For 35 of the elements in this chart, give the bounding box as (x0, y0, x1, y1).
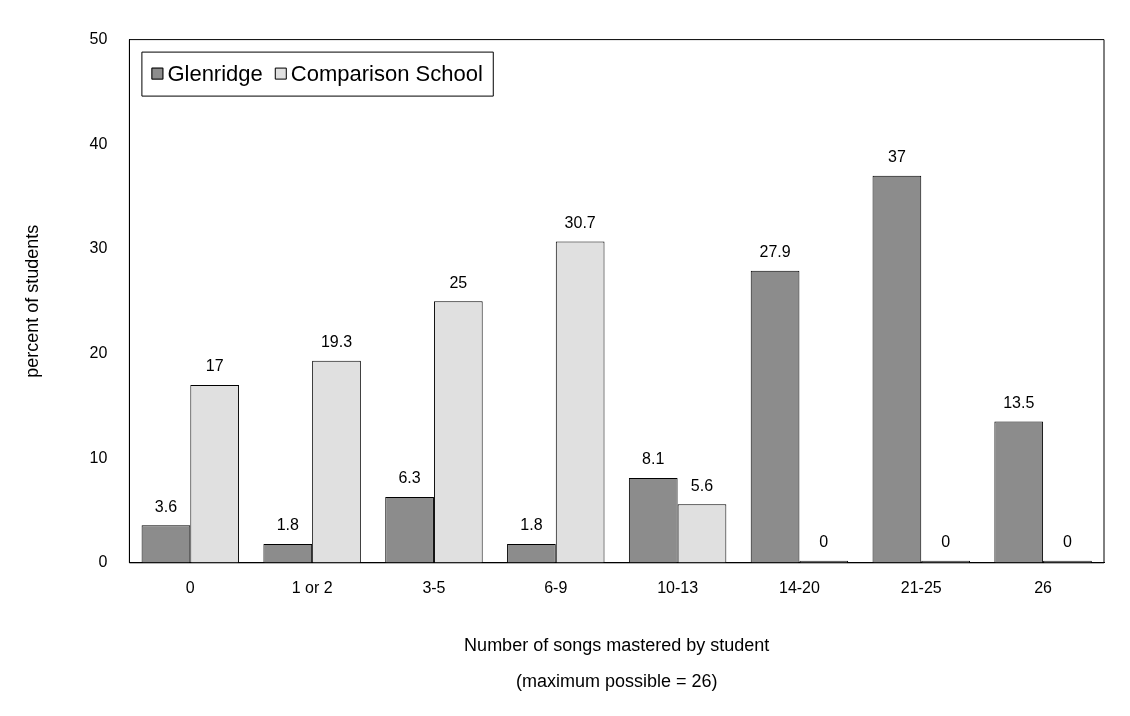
legend-label: Comparison School (290, 60, 483, 86)
x-tick-label: 26 (1034, 578, 1053, 596)
data-label: 37 (888, 148, 906, 166)
x-tick-label: 3-5 (422, 578, 446, 596)
x-tick-label: 0 (185, 578, 195, 596)
x-axis-title: Number of songs mastered by student (464, 634, 770, 655)
y-axis-title: percent of students (21, 224, 42, 378)
data-label: 8.1 (642, 450, 665, 468)
y-tick-label: 50 (89, 30, 108, 48)
text: (maximum possible = 26) (515, 670, 718, 691)
data-label: 0 (819, 533, 829, 551)
y-tick-label: 30 (89, 239, 108, 257)
data-label: 1.8 (520, 516, 543, 534)
data-label: 5.6 (690, 476, 714, 494)
data-label: 27.9 (759, 243, 791, 261)
data-label: 25 (449, 273, 468, 291)
data-label: 13.5 (1003, 393, 1035, 411)
x-tick-label: 6-9 (544, 578, 568, 596)
data-label: 1.8 (276, 516, 299, 534)
y-tick-label: 40 (89, 134, 108, 152)
data-label: 6.3 (398, 469, 421, 487)
x-tick-label: 21-25 (900, 578, 942, 596)
x-tick-label: 10-13 (657, 578, 699, 596)
y-tick-label: 0 (98, 553, 108, 571)
data-label: 0 (941, 533, 951, 551)
legend-label: Glenridge (167, 60, 263, 86)
data-label: 3.6 (154, 497, 178, 515)
data-label: 0 (1063, 533, 1072, 551)
y-tick-label: 10 (89, 448, 108, 466)
data-label: 30.7 (564, 213, 596, 231)
data-label: 17 (205, 357, 224, 375)
y-tick-label: 20 (89, 343, 108, 361)
x-tick-label: 1 or 2 (291, 578, 333, 596)
x-tick-label: 14-20 (778, 578, 820, 596)
data-label: 19.3 (320, 333, 353, 351)
